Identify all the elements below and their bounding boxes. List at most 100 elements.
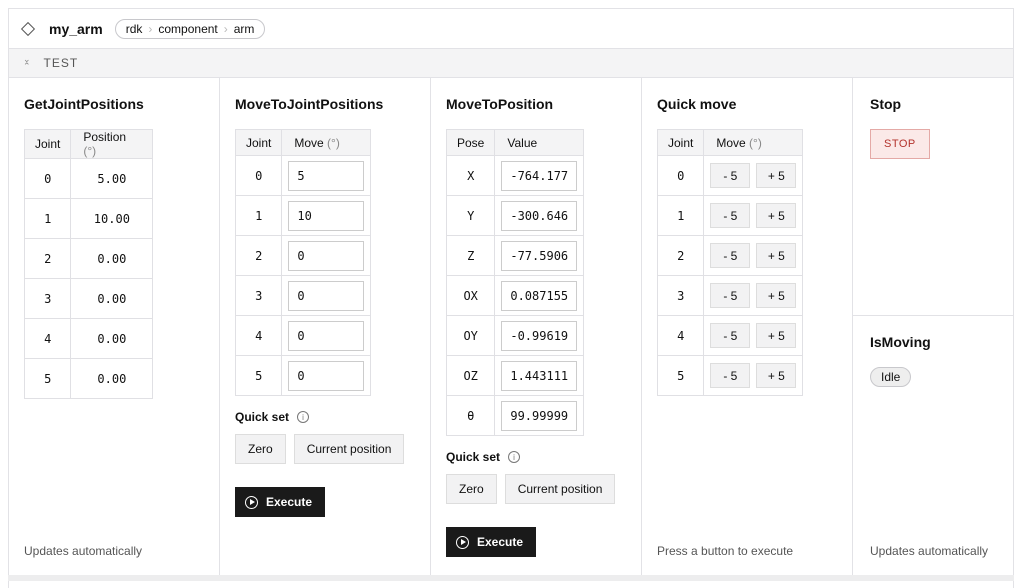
minus-5-button[interactable]: - 5 [710, 323, 751, 348]
move-cell: - 5 + 5 [703, 235, 804, 276]
pose-value-input[interactable]: -77.5906 [501, 240, 578, 271]
joint-move-input[interactable]: 0 [288, 360, 365, 391]
table-row: X -764.177 [445, 155, 585, 196]
info-icon[interactable]: i [508, 451, 521, 463]
joint-cell: 2 [23, 238, 72, 279]
minus-5-button[interactable]: - 5 [710, 203, 751, 228]
panel-footer: Press a button to execute [657, 544, 794, 558]
minus-5-button[interactable]: - 5 [710, 363, 751, 388]
value-cell: 99.99999 [494, 395, 585, 436]
plus-5-button[interactable]: + 5 [756, 283, 797, 308]
joint-cell: 0 [656, 155, 705, 196]
joint-cell: 1 [234, 195, 283, 236]
pose-cell: Y [445, 195, 496, 236]
table-row: θ 99.99999 [445, 395, 585, 436]
col-joint: Joint [23, 129, 72, 159]
plus-5-button[interactable]: + 5 [756, 323, 797, 348]
panel-title: MoveToJointPositions [235, 96, 384, 112]
current-position-button[interactable]: Current position [504, 474, 616, 504]
execute-button[interactable]: Execute [235, 487, 325, 517]
panel-title: IsMoving [870, 334, 931, 350]
joint-cell: 0 [23, 158, 72, 199]
play-icon [456, 535, 469, 549]
joint-cell: 3 [23, 278, 72, 319]
collapse-icon: ⌄ ⌃ [23, 54, 32, 71]
is-moving-section: IsMoving Idle Updates automatically [853, 316, 1013, 576]
pose-value-input[interactable]: 0.087155 [501, 280, 578, 311]
move-cell: 0 [281, 315, 372, 356]
breadcrumb-item: rdk [125, 21, 143, 36]
value-cell: 0.087155 [494, 275, 585, 316]
joint-move-input[interactable]: 0 [288, 320, 365, 351]
stop-button[interactable]: STOP [870, 129, 930, 159]
label: Quick set [446, 450, 501, 464]
current-position-button[interactable]: Current position [293, 434, 405, 464]
pose-value-input[interactable]: -764.177 [501, 160, 578, 191]
value-cell: -77.5906 [494, 235, 585, 276]
plus-5-button[interactable]: + 5 [756, 243, 797, 268]
breadcrumb: rdk › component › arm [114, 18, 266, 39]
play-icon [245, 495, 258, 509]
panel-title: Quick move [657, 96, 737, 112]
joint-cell: 3 [656, 275, 705, 316]
unit: (°) [327, 135, 340, 150]
plus-5-button[interactable]: + 5 [756, 203, 797, 228]
move-cell: 0 [281, 275, 372, 316]
label: Execute [477, 535, 524, 549]
pose-value-input[interactable]: 1.443111 [501, 360, 578, 391]
joint-move-input[interactable]: 10 [288, 200, 365, 231]
pose-cell: OX [445, 275, 496, 316]
pose-value-input[interactable]: -300.646 [501, 200, 578, 231]
unit: (°) [749, 135, 762, 150]
stop-section: Stop STOP [853, 78, 1013, 316]
zero-button[interactable]: Zero [235, 434, 286, 464]
execute-button[interactable]: Execute [446, 527, 536, 557]
col-pose: Pose [445, 129, 496, 156]
joint-cell: 5 [234, 355, 283, 396]
card-header: my_arm rdk › component › arm [9, 9, 1013, 49]
col-value: Value [494, 129, 585, 156]
pose-value-input[interactable]: -0.99619 [501, 320, 578, 351]
col-label: Position [83, 130, 127, 144]
panel-footer: Updates automatically [870, 544, 989, 558]
minus-5-button[interactable]: - 5 [710, 283, 751, 308]
col-label: Move [294, 135, 324, 150]
plus-5-button[interactable]: + 5 [756, 163, 797, 188]
position-cell: 0.00 [70, 358, 154, 399]
section-label: TEST [43, 56, 79, 70]
plus-5-button[interactable]: + 5 [756, 363, 797, 388]
move-cell: 0 [281, 235, 372, 276]
table-row: 1 10.00 [23, 198, 154, 239]
bottom-bar [8, 575, 1014, 581]
table-row: OY -0.99619 [445, 315, 585, 356]
panel-title: GetJointPositions [24, 96, 144, 112]
joint-move-input[interactable]: 0 [288, 280, 365, 311]
status-badge: Idle [870, 367, 912, 387]
value-cell: -764.177 [494, 155, 585, 196]
minus-5-button[interactable]: - 5 [710, 163, 751, 188]
test-section-toggle[interactable]: ⌄ ⌃ TEST [9, 49, 1013, 78]
zero-button[interactable]: Zero [446, 474, 497, 504]
pose-cell: θ [445, 395, 496, 436]
joint-cell: 1 [656, 195, 705, 236]
joint-move-input[interactable]: 5 [288, 160, 365, 191]
move-cell: 5 [281, 155, 372, 196]
diamond-icon [20, 21, 36, 36]
joint-cell: 4 [234, 315, 283, 356]
table-row: 1- 5 + 5 [656, 195, 804, 236]
pose-value-input[interactable]: 99.99999 [501, 400, 578, 431]
info-icon[interactable]: i [297, 411, 310, 423]
joint-move-input[interactable]: 0 [288, 240, 365, 271]
breadcrumb-item: component [158, 21, 218, 36]
table-row: 2- 5 + 5 [656, 235, 804, 276]
unit: (°) [83, 144, 97, 158]
breadcrumb-item: arm [233, 21, 255, 36]
panel-title: MoveToPosition [446, 96, 554, 112]
minus-5-button[interactable]: - 5 [710, 243, 751, 268]
table-row: 0 5.00 [23, 158, 154, 199]
table-row: 3- 5 + 5 [656, 275, 804, 316]
get-joint-positions-panel: GetJointPositions Joint Position (°) 0 5.0… [9, 78, 220, 576]
move-cell: 10 [281, 195, 372, 236]
